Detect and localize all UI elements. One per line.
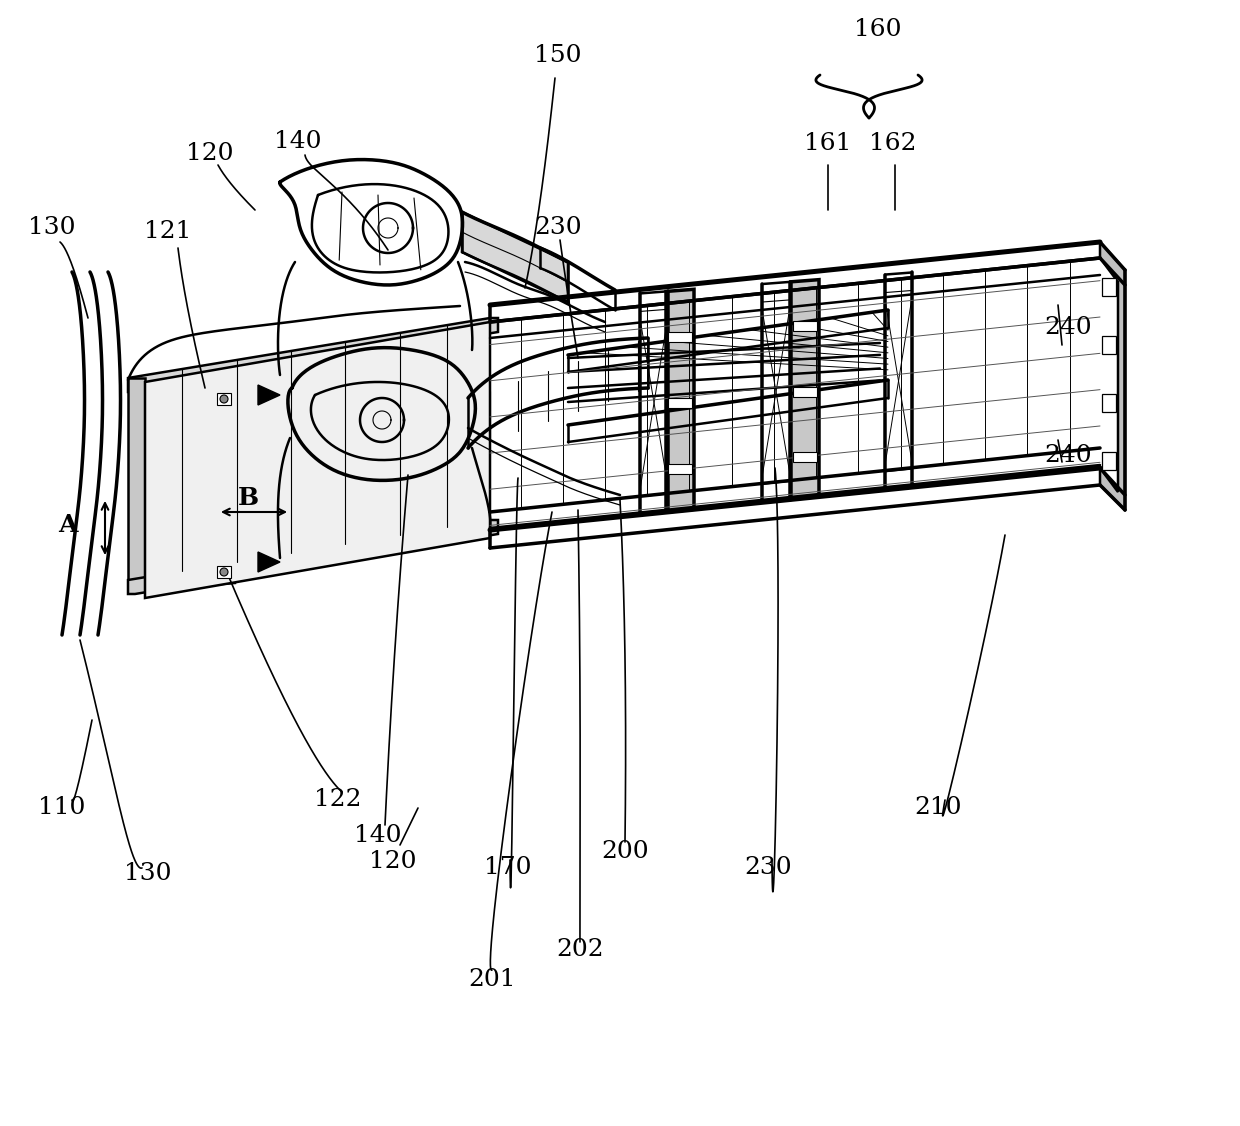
Polygon shape [128,520,498,595]
Circle shape [219,568,228,577]
Bar [794,321,817,331]
Polygon shape [258,552,280,572]
Bar [1102,452,1116,470]
Bar [1102,336,1116,354]
Text: 170: 170 [485,857,532,879]
Bar [794,452,817,462]
Polygon shape [195,377,236,413]
Text: B: B [237,486,259,510]
Text: 122: 122 [314,788,362,812]
Bar [794,386,817,396]
Bar [668,331,692,341]
Bar [1102,394,1116,412]
Text: 160: 160 [854,18,901,42]
Polygon shape [258,385,280,405]
Text: 161: 161 [805,132,852,154]
Text: 140: 140 [355,823,402,847]
Text: 230: 230 [744,857,792,879]
Polygon shape [145,322,490,598]
Bar [1102,278,1116,296]
Text: 120: 120 [186,142,234,164]
Circle shape [219,395,228,403]
Text: 140: 140 [274,131,321,153]
Polygon shape [195,549,236,586]
Text: 110: 110 [38,796,86,820]
Text: 210: 210 [914,796,962,820]
Polygon shape [666,289,694,512]
Text: 240: 240 [1044,444,1091,466]
Text: 120: 120 [370,850,417,874]
Polygon shape [1100,242,1125,510]
Bar [668,464,692,474]
Bar [668,397,692,408]
Polygon shape [128,378,145,580]
Text: 202: 202 [557,938,604,962]
Text: 162: 162 [869,132,916,154]
Polygon shape [791,279,818,500]
Bar [217,566,231,578]
Polygon shape [463,212,568,302]
Text: 130: 130 [29,216,76,240]
Text: 201: 201 [469,968,516,992]
Polygon shape [200,560,215,577]
Text: 121: 121 [144,221,192,243]
Text: A: A [58,513,78,537]
Text: 150: 150 [534,44,582,66]
Text: 230: 230 [534,216,582,240]
Polygon shape [128,318,498,392]
Text: 240: 240 [1044,316,1091,340]
Bar [217,393,231,405]
Text: 130: 130 [124,861,172,885]
Polygon shape [200,387,215,403]
Text: 200: 200 [601,840,649,864]
